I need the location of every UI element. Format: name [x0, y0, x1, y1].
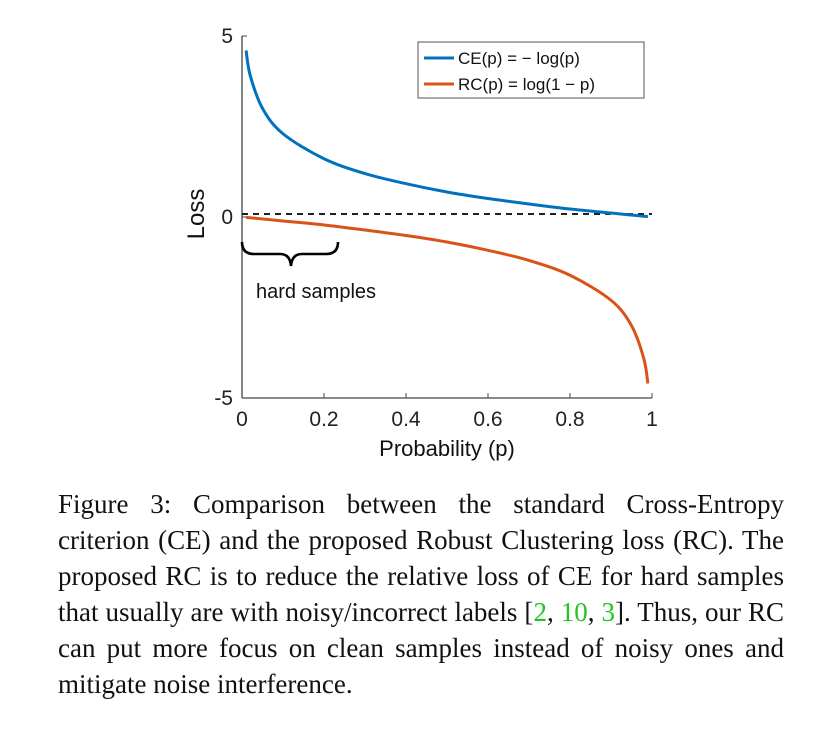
citation-link-10[interactable]: 10 — [560, 597, 588, 627]
x-tick-label: 0 — [236, 408, 248, 431]
figure-caption: Figure 3: Comparison between the standar… — [58, 486, 784, 702]
legend-box — [417, 41, 645, 99]
hard-samples-label: hard samples — [256, 281, 376, 303]
citation-link-2[interactable]: 2 — [533, 597, 547, 627]
citation-separator: , — [546, 597, 561, 627]
axis-ticks: 0 0.2 0.4 0.6 0.8 1-505 — [214, 25, 658, 431]
x-tick-label: 0.8 — [555, 408, 584, 431]
y-tick-label: -5 — [214, 387, 233, 410]
rc-loss-curve — [245, 215, 650, 384]
hard-samples-brace — [240, 241, 340, 267]
y-tick-label: 5 — [221, 25, 233, 48]
caption-text-end: ]. Thus, our RC can put more focus on cl… — [58, 597, 785, 699]
legend-label-ce: CE(p) = − log(p) — [458, 49, 580, 68]
y-axis-title: Loss — [183, 189, 210, 240]
x-tick-label: 1 — [646, 408, 658, 431]
legend-label-rc: RC(p) = log(1 − p) — [458, 75, 595, 94]
citation-separator: , — [587, 597, 602, 627]
loss-comparison-chart: 0 0.2 0.4 0.6 0.8 1-505 Loss Probability (p) … — [183, 25, 658, 461]
y-tick-label: 0 — [221, 206, 233, 229]
legend: CE(p) = − log(p) RC(p) = log(1 − p) — [417, 41, 645, 99]
x-axis-title: Probability (p) — [379, 436, 515, 461]
caption-text: Comparison between the standard Cross-En… — [58, 489, 785, 627]
ce-loss-curve — [244, 50, 649, 219]
series-layer — [244, 50, 650, 384]
x-tick-label: 0.2 — [309, 408, 338, 431]
citation-link-3[interactable]: 3 — [601, 597, 615, 627]
x-tick-label: 0.4 — [391, 408, 421, 431]
x-tick-label: 0.6 — [473, 408, 502, 431]
caption-label: Figure 3: — [58, 489, 172, 519]
